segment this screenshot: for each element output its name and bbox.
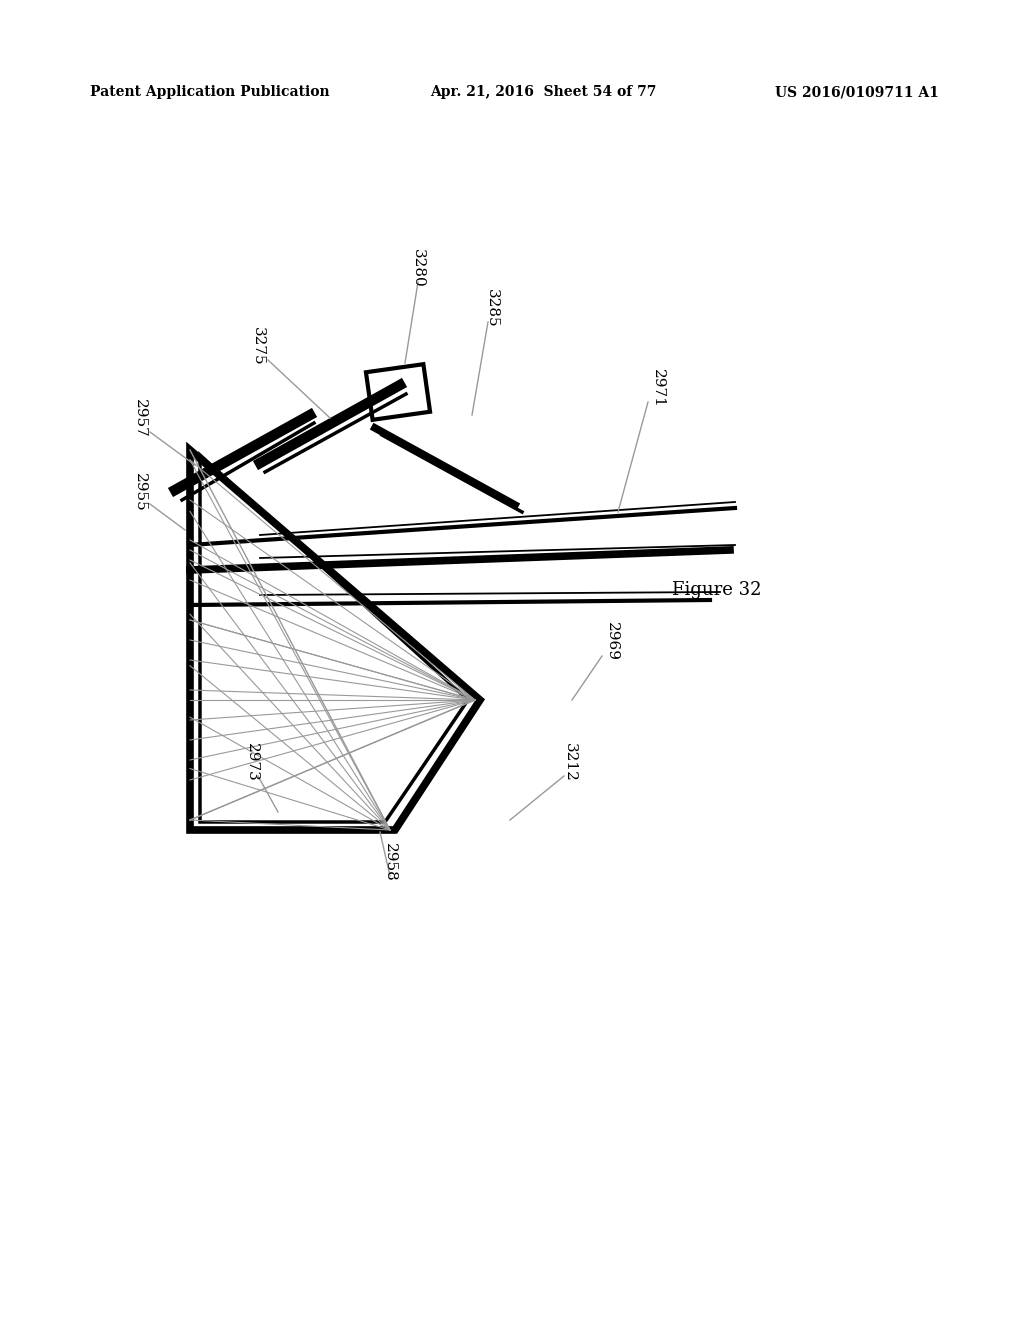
Text: Figure 32: Figure 32 [672,581,762,599]
Text: 2958: 2958 [383,842,397,882]
Text: 3212: 3212 [563,743,577,781]
Text: 3275: 3275 [251,326,265,366]
Text: 3285: 3285 [485,289,499,327]
Text: 2955: 2955 [133,473,147,511]
Text: Apr. 21, 2016  Sheet 54 of 77: Apr. 21, 2016 Sheet 54 of 77 [430,84,656,99]
Text: 2971: 2971 [651,368,665,408]
Text: 2957: 2957 [133,399,147,437]
Text: 2973: 2973 [245,743,259,781]
Text: 2969: 2969 [605,623,618,661]
Text: 3280: 3280 [411,248,425,288]
Text: Patent Application Publication: Patent Application Publication [90,84,330,99]
Text: US 2016/0109711 A1: US 2016/0109711 A1 [775,84,939,99]
